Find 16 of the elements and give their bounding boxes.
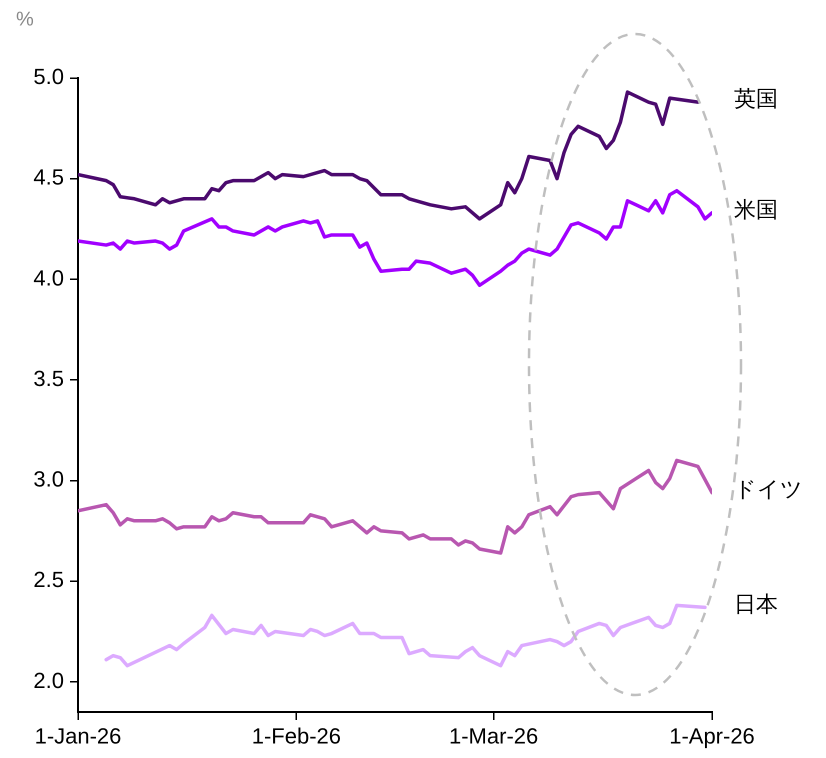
series-label: 米国 <box>734 196 778 222</box>
x-tick-label: 1-Jan-26 <box>34 723 122 748</box>
series-label: ドイツ <box>734 476 803 502</box>
series-label: 英国 <box>734 86 778 112</box>
y-axis-title: % <box>16 8 34 31</box>
y-tick-label: 3.5 <box>33 366 64 391</box>
y-tick-label: 2.0 <box>33 668 64 693</box>
y-tick-label: 2.5 <box>33 567 64 592</box>
y-tick-label: 4.0 <box>33 265 64 290</box>
y-tick-label: 3.0 <box>33 466 64 492</box>
x-tick-label: 1-Feb-26 <box>252 723 342 748</box>
series-label: 日本 <box>734 591 778 616</box>
x-tick-label: 1-Apr-26 <box>669 723 755 748</box>
y-tick-label: 4.5 <box>33 164 64 190</box>
y-tick-label: 5.0 <box>33 64 64 90</box>
x-tick-label: 1-Mar-26 <box>448 723 538 748</box>
